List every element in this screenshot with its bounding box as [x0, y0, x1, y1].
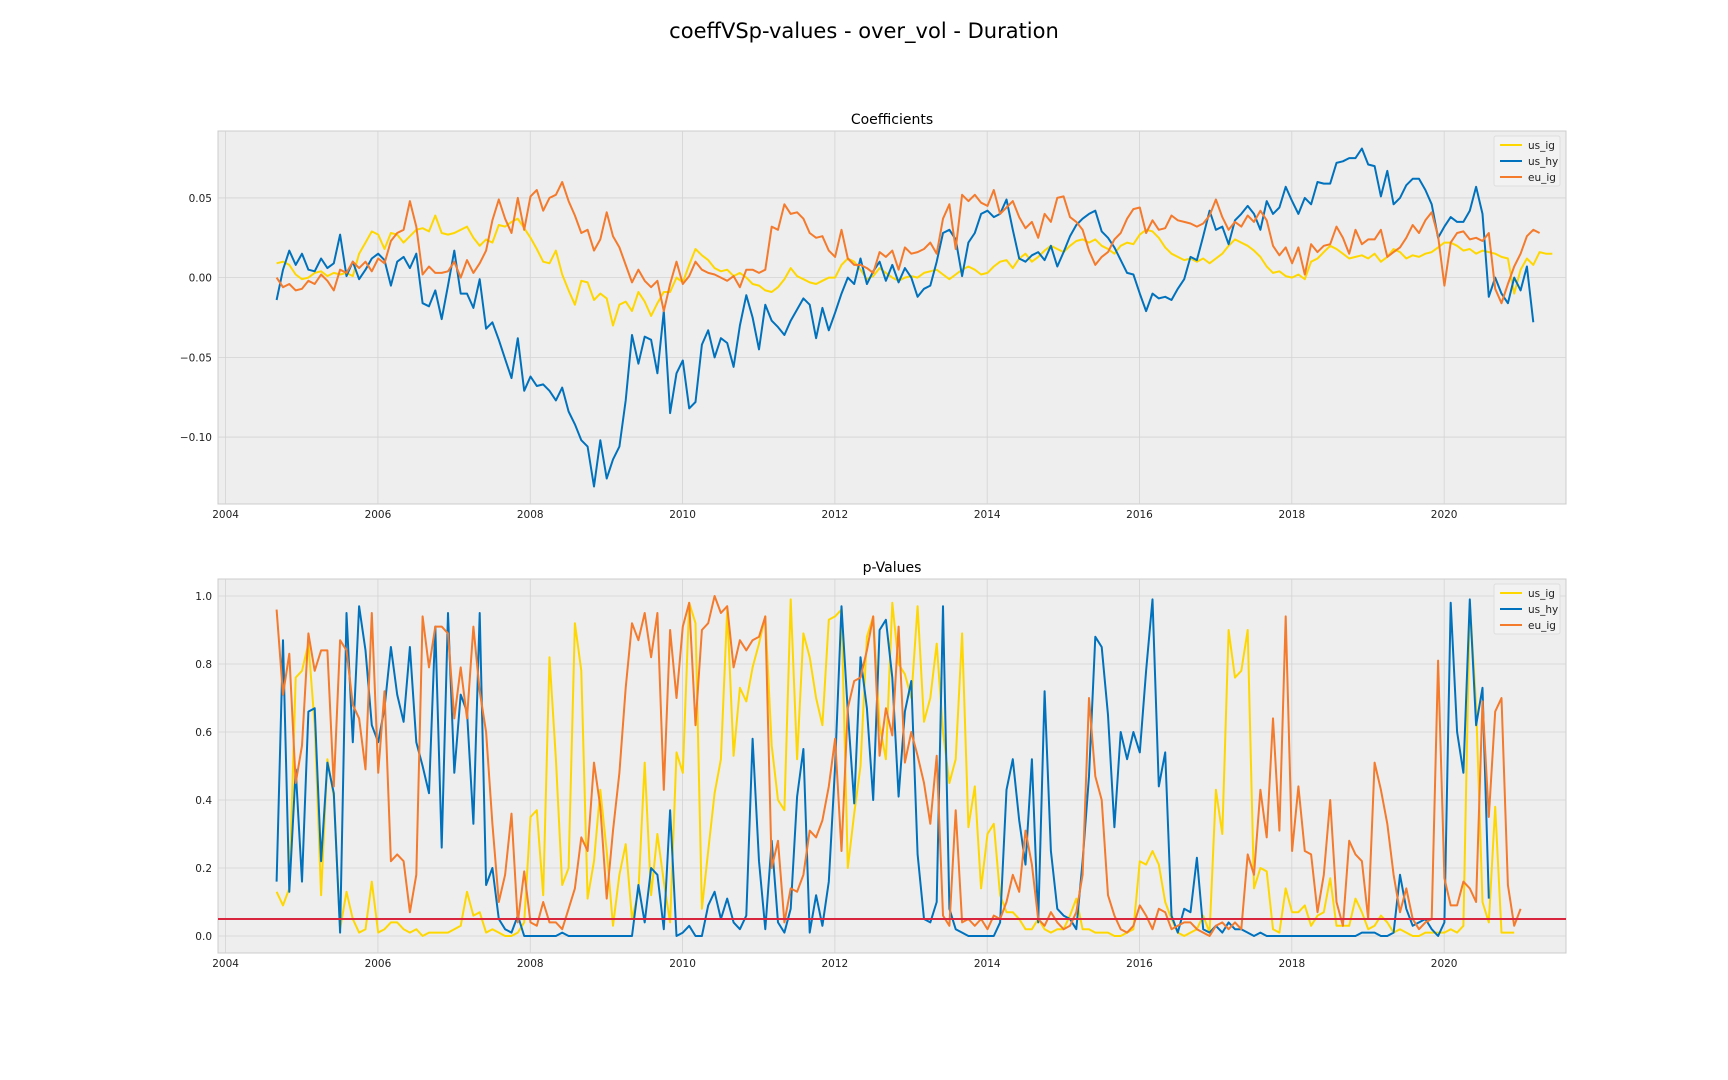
coefficients-legend-label-us-hy: us_hy	[1528, 156, 1558, 168]
p-values-y-tick-labels: 1.0 0.8 0.6 0.4 0.2 0.0	[195, 591, 212, 943]
p-values-y-tick-label: 0.0	[195, 931, 212, 943]
coefficients-series-line-eu-ig	[275, 181, 1541, 313]
coefficients-x-tick-label: 2010	[669, 509, 696, 521]
coefficients-grid-y	[218, 197, 1566, 438]
coefficients-x-tick-label: 2020	[1431, 509, 1458, 521]
p-values-y-tick-label: 0.8	[195, 659, 212, 671]
p-values-x-tick-label: 2006	[365, 958, 392, 970]
coefficients-x-tick-label: 2012	[822, 509, 849, 521]
coefficients-plot-area	[217, 130, 1567, 505]
p-values-x-tick-labels: 2004 2006 2008 2010 2012 2014 2016 2018 2020	[212, 958, 1457, 970]
coefficients-panel: Coefficients 2004 2006 2008 2010 2012 2014 201…	[180, 112, 1567, 521]
coefficients-x-tick-label: 2008	[517, 509, 544, 521]
coefficients-y-tick-labels: 0.05 0.00 −0.05 −0.10	[180, 193, 212, 444]
p-values-plot-area	[217, 578, 1567, 954]
p-values-series-line-us-ig	[275, 598, 1515, 937]
coefficients-series-line-us-ig	[276, 214, 1553, 327]
p-values-y-tick-label: 0.2	[195, 863, 212, 875]
coefficients-y-tick-label: −0.10	[180, 432, 212, 444]
coefficients-legend-frame	[1493, 135, 1561, 187]
p-values-y-tick-label: 1.0	[195, 591, 212, 603]
p-values-series-line-us-hy	[275, 598, 1490, 937]
p-values-legend-frame	[1493, 583, 1561, 635]
coefficients-grid-x	[225, 131, 1445, 504]
p-values-y-tick-label: 0.6	[195, 727, 212, 739]
p-values-y-tick-label: 0.4	[195, 795, 212, 807]
p-values-legend-label-us-ig: us_ig	[1528, 588, 1555, 600]
coefficients-series-lines	[275, 147, 1553, 488]
coefficients-y-tick-label: −0.05	[180, 352, 212, 364]
coefficients-x-tick-labels: 2004 2006 2008 2010 2012 2014 2016 2018 2020	[212, 509, 1457, 521]
coefficients-x-tick-label: 2016	[1126, 509, 1153, 521]
p-values-x-tick-label: 2004	[212, 958, 239, 970]
p-values-legend: us_ig us_hy eu_ig	[1493, 583, 1561, 635]
p-values-legend-label-us-hy: us_hy	[1528, 604, 1558, 616]
p-values-title: p-Values	[863, 560, 922, 576]
coefficients-legend: us_ig us_hy eu_ig	[1493, 135, 1561, 187]
p-values-series-lines	[275, 595, 1522, 937]
figure-title: coeffVSp-values - over_vol - Duration	[669, 19, 1059, 44]
p-values-series-line-eu-ig	[275, 595, 1522, 937]
coefficients-y-tick-label: 0.00	[189, 273, 212, 285]
p-values-x-tick-label: 2020	[1431, 958, 1458, 970]
coefficients-series-line-us-hy	[275, 147, 1535, 488]
coefficients-y-tick-label: 0.05	[189, 193, 212, 205]
coefficients-x-tick-label: 2006	[365, 509, 392, 521]
p-values-x-tick-label: 2014	[974, 958, 1001, 970]
p-values-x-tick-label: 2018	[1278, 958, 1305, 970]
p-values-panel: p-Values 2004 2006 2008 2010 2012 2014 2016 201…	[195, 560, 1567, 970]
coefficients-legend-label-eu-ig: eu_ig	[1528, 172, 1556, 184]
coefficients-x-tick-label: 2004	[212, 509, 239, 521]
coefficients-x-tick-label: 2018	[1278, 509, 1305, 521]
p-values-x-tick-label: 2010	[669, 958, 696, 970]
p-values-x-tick-label: 2016	[1126, 958, 1153, 970]
p-values-legend-label-eu-ig: eu_ig	[1528, 620, 1556, 632]
coefficients-legend-label-us-ig: us_ig	[1528, 140, 1555, 152]
coefficients-x-tick-label: 2014	[974, 509, 1001, 521]
p-values-x-tick-label: 2012	[822, 958, 849, 970]
coefficients-title: Coefficients	[851, 112, 933, 128]
p-values-x-tick-label: 2008	[517, 958, 544, 970]
